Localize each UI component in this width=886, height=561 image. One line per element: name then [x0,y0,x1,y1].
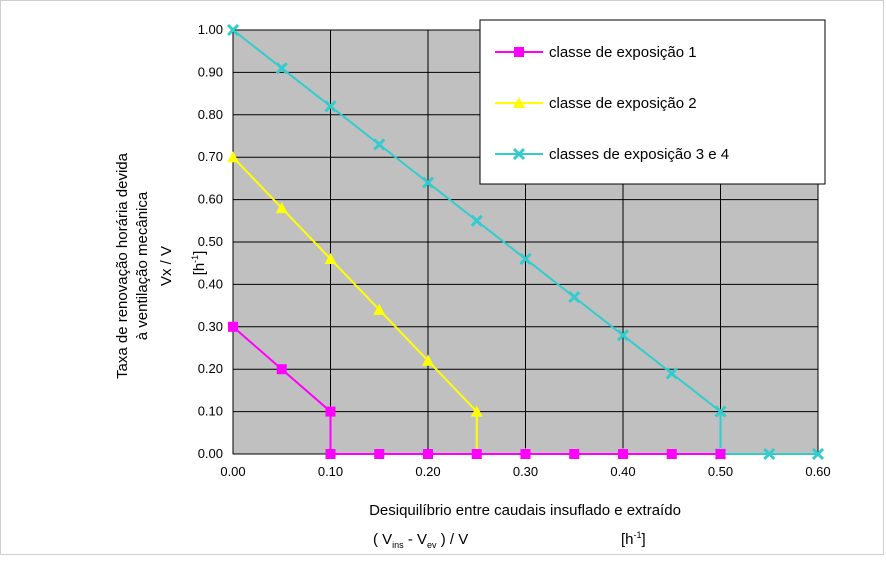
y-tick-label-4: 0.40 [198,276,223,291]
series-1-point-3 [325,449,336,459]
series-2-point-1 [275,202,288,214]
y-tick-label-3: 0.30 [198,319,223,334]
series-3-point-4 [421,176,435,189]
legend-marker-3 [512,147,526,161]
y-axis-title-line1: Taxa de renovação horária devida [114,152,131,379]
y-axis-unit: [h-1] [190,251,208,276]
legend-label-2: classe de exposição 2 [549,95,697,112]
y-tick-label-5: 0.50 [198,234,223,249]
x-tick-label-3: 0.30 [513,464,538,479]
y-tick-label-6: 0.60 [198,192,223,207]
x-tick-label-0: 0.00 [220,464,245,479]
series-2-point-2 [324,252,337,264]
x-tick-label-2: 0.20 [415,464,440,479]
series-1-point-9 [618,449,628,459]
y-tick-label-0: 0.00 [198,446,223,461]
series-3-point-8 [616,329,630,342]
series-3-point-13 [811,447,825,461]
legend-marker-2 [513,97,525,108]
y-axis-title-line3: Vx / V [158,246,175,286]
series-1-point-6 [471,449,482,459]
series-1 [228,321,726,459]
series-3-point-0 [226,23,240,37]
series-1-point-11 [715,449,726,459]
y-tick-labels: 0.00 0.10 0.20 0.30 0.40 0.50 0.60 0.70 0.80 0.90… [198,22,223,461]
y-axis-title-line2: à ventilação mecânica [134,191,151,340]
x-tick-label-1: 0.10 [318,464,343,479]
x-axis-title: Desiquilíbrio entre caudais insuflado e … [369,502,681,519]
series-2-point-5 [470,405,483,417]
legend: classe de exposição 1 classe de exposição… [479,19,826,185]
series-2-point-0 [227,151,239,163]
series-3-point-7 [568,291,581,304]
x-tick-label-5: 0.50 [708,464,733,479]
series-1-point-5 [423,449,433,459]
series-3-point-12 [763,447,776,461]
legend-label-1: classe de exposição 1 [549,44,697,61]
series-3-point-3 [373,138,386,151]
series-1-point-7 [520,449,531,459]
legend-label-3: classes de exposição 3 e 4 [549,146,729,163]
x-tick-labels: 0.00 0.10 0.20 0.30 0.40 0.50 0.60 [220,464,830,479]
x-axis-formula: ( Vins - Vev ) / V [373,531,468,550]
series-3-point-2 [324,100,337,113]
series-2-point-3 [373,303,386,315]
x-axis-unit: [h-1] [621,530,646,548]
y-tick-label-2: 0.20 [198,361,223,376]
x-tick-label-6: 0.60 [805,464,830,479]
legend-marker-1 [514,47,524,57]
y-tick-label-7: 0.70 [198,149,223,164]
series-1-point-4 [374,449,385,459]
y-tick-label-8: 0.80 [198,107,223,122]
series-2-point-4 [422,354,434,366]
series-3-point-1 [275,62,288,75]
y-tick-label-9: 0.90 [198,64,223,79]
series-3-point-9 [665,367,678,380]
series-1-point-0 [228,321,238,332]
series-layer [226,23,825,461]
series-3-point-5 [470,214,483,227]
series-1-point-8 [569,449,580,459]
x-tick-label-4: 0.40 [610,464,635,479]
series-1-point-2 [325,406,336,417]
y-tick-label-1: 0.10 [198,404,223,419]
series-1-line [232,326,721,455]
series-3-point-6 [519,252,532,266]
series-3-point-10 [714,405,727,418]
y-tick-label-10: 1.00 [198,22,223,37]
series-1-point-1 [276,364,287,375]
series-3-line [232,29,818,455]
series-1-point-10 [666,449,677,459]
